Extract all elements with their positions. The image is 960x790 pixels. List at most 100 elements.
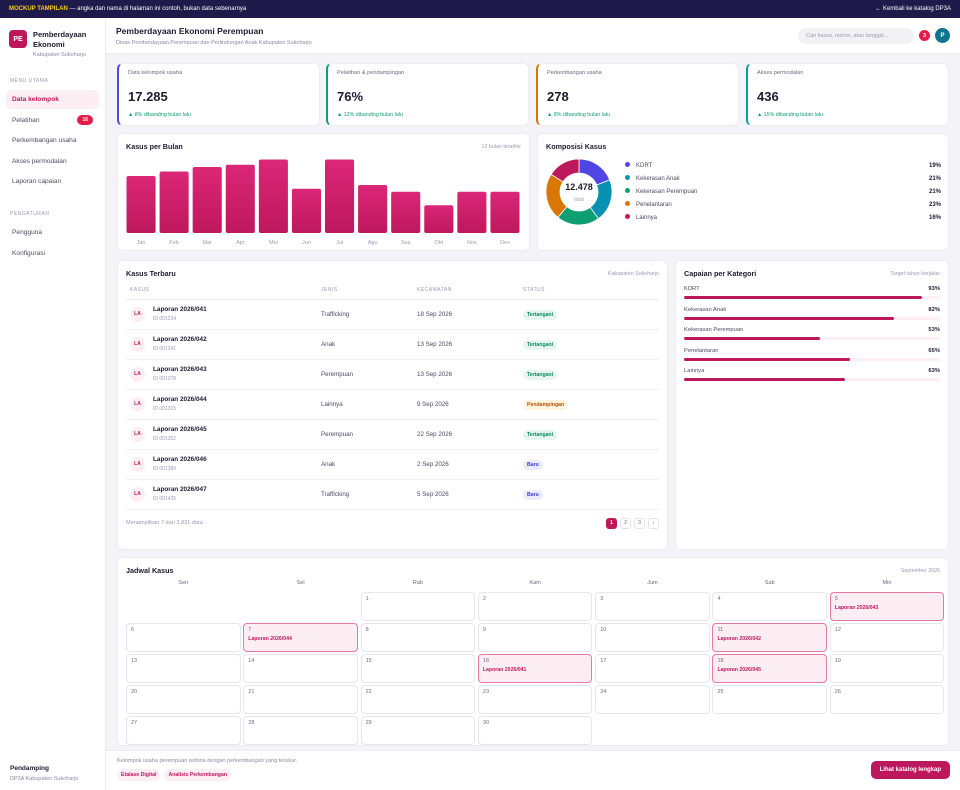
achievement-item: KDRT 93%: [684, 286, 940, 299]
calendar-day[interactable]: 13: [126, 654, 241, 683]
case-cell: LA Laporan 2026/042 ID 001241: [126, 329, 321, 360]
bar-feb: [159, 171, 189, 233]
calendar-day[interactable]: 3: [595, 592, 710, 621]
next-page-button[interactable]: ›: [648, 517, 659, 529]
back-to-catalog-link[interactable]: ← Kembali ke katalog DP3A: [875, 6, 951, 12]
calendar-day[interactable]: 14: [243, 654, 358, 683]
calendar-event[interactable]: Laporan 2026/044: [248, 636, 292, 642]
sidebar-item-perkembangan-usaha[interactable]: Perkembangan usaha: [6, 131, 99, 150]
sidebar-item-akses-permodalan[interactable]: Akses permodalan: [6, 152, 99, 171]
bar-apr: [225, 164, 255, 233]
calendar-event[interactable]: Laporan 2026/042: [717, 636, 762, 642]
chip-analisis-perkembangan[interactable]: Analisis Perkembangan: [164, 769, 231, 781]
day-number: 1: [365, 596, 369, 602]
progress-track: [684, 378, 940, 381]
calendar-day[interactable]: 7 Laporan 2026/044: [243, 623, 358, 652]
calendar-day[interactable]: 29: [360, 716, 476, 745]
calendar-day[interactable]: 4: [712, 592, 827, 621]
day-number: 2: [482, 596, 486, 602]
table-row[interactable]: LA Laporan 2026/047 ID 001426 Trafficking 5 …: [126, 479, 659, 510]
table-row[interactable]: LA Laporan 2026/041 ID 001234 Trafficking 18…: [126, 299, 659, 330]
calendar-event[interactable]: Laporan 2026/041: [482, 667, 527, 673]
notification-badge[interactable]: 3: [919, 30, 930, 41]
calendar-day[interactable]: 20: [126, 685, 241, 714]
calendar-day[interactable]: 18 Laporan 2026/045: [712, 654, 827, 683]
table-row[interactable]: LA Laporan 2026/045 ID 001352 Perempuan 22 S…: [126, 419, 659, 450]
avatar[interactable]: P: [935, 28, 950, 43]
calendar-day[interactable]: 28: [243, 716, 358, 745]
case-type: Perempuan: [321, 419, 417, 450]
case-cell: LA Laporan 2026/047 ID 001426: [126, 479, 321, 510]
case-cell: LA Laporan 2026/044 ID 001315: [126, 389, 321, 420]
page-title: Pemberdayaan Ekonomi Perempuan: [116, 25, 264, 36]
bar-sep: [391, 191, 421, 233]
table-row[interactable]: LA Laporan 2026/044 ID 001315 Lainnya 9 Sep …: [126, 389, 659, 420]
legend-dot-icon: [625, 162, 630, 167]
chip-etalase-digital[interactable]: Etalase Digital: [117, 769, 161, 781]
calendar-day[interactable]: 25: [712, 685, 827, 714]
weekday-label: Kam: [529, 580, 541, 586]
calendar-day[interactable]: 5 Laporan 2026/043: [829, 592, 945, 621]
sidebar-item-laporan-capaian[interactable]: Laporan capaian: [6, 172, 99, 191]
achievement-percent: 82%: [928, 306, 940, 313]
page-2-button[interactable]: 2: [620, 517, 631, 529]
legend-label: KDRT: [636, 163, 653, 169]
calendar-day[interactable]: 24: [595, 685, 710, 714]
search-input[interactable]: Cari kasus, nomor, atau tanggal...: [798, 27, 914, 44]
status-cell: Tertangani: [523, 419, 659, 450]
calendar-day[interactable]: 9: [477, 623, 593, 652]
schedule-card: Jadwal Kasus September 2026 Sen Sel Rab Kam…: [117, 557, 949, 746]
stat-value: 278: [547, 89, 569, 104]
calendar-day[interactable]: 6: [126, 623, 241, 652]
calendar-day[interactable]: 26: [829, 685, 945, 714]
stat-change: ▲ 12% dibanding bulan lalu: [337, 112, 403, 118]
day-number: 11: [717, 627, 724, 633]
monthly-chart-note: 12 bulan terakhir: [481, 143, 521, 150]
legend-item: Kekerasan Perempuan 21%: [625, 185, 941, 198]
page-subtitle: Dinas Pemberdayaan Perempuan dan Perlind…: [116, 39, 312, 46]
calendar-day[interactable]: 27: [126, 716, 241, 745]
calendar-day[interactable]: 8: [360, 623, 476, 652]
calendar-day[interactable]: 16 Laporan 2026/041: [477, 654, 593, 683]
calendar-day[interactable]: 11 Laporan 2026/042: [712, 623, 827, 652]
sidebar-item-pengguna[interactable]: Pengguna: [6, 223, 99, 242]
page-footer: Kelompok usaha perempuan terbina dengan …: [106, 750, 960, 790]
calendar-day[interactable]: 30: [477, 716, 593, 745]
view-catalog-button[interactable]: Lihat katalog lengkap: [870, 761, 950, 779]
page-1-button[interactable]: 1: [606, 517, 617, 529]
case-avatar-icon: LA: [130, 336, 145, 352]
table-row[interactable]: LA Laporan 2026/043 ID 001278 Perempuan 13 S…: [126, 359, 659, 390]
calendar-day[interactable]: 17: [595, 654, 710, 683]
composition-card: Komposisi Kasus 12.478 total KDRT 19% Kek…: [537, 133, 949, 251]
day-number: 22: [365, 689, 372, 695]
calendar-day[interactable]: 15: [360, 654, 476, 683]
calendar-day[interactable]: 21: [243, 685, 358, 714]
footer-text: Kelompok usaha perempuan terbina dengan …: [117, 758, 298, 764]
sidebar-item-konfigurasi[interactable]: Konfigurasi: [6, 244, 99, 263]
x-tick-label: Agu: [368, 240, 378, 246]
page-3-button[interactable]: 3: [634, 517, 645, 529]
calendar-day[interactable]: 1: [360, 592, 476, 621]
calendar-event[interactable]: Laporan 2026/045: [717, 667, 762, 673]
calendar-day[interactable]: 23: [477, 685, 593, 714]
status-badge: Tertangani: [523, 369, 558, 380]
calendar-day[interactable]: 10: [595, 623, 710, 652]
calendar-day[interactable]: 19: [829, 654, 945, 683]
stat-label: Akses permodalan: [757, 70, 804, 76]
case-title: Laporan 2026/043: [153, 366, 207, 373]
sidebar-item-data-kelompok[interactable]: Data kelompok: [6, 90, 99, 109]
table-row[interactable]: LA Laporan 2026/042 ID 001241 Anak 13 Sep 20…: [126, 329, 659, 360]
calendar-day[interactable]: 12: [829, 623, 945, 652]
sidebar-item-pelatihan[interactable]: Pelatihan 16: [6, 111, 99, 130]
table-row[interactable]: LA Laporan 2026/046 ID 001389 Anak 2 Sep 202…: [126, 449, 659, 480]
calendar-blank-cell: [243, 592, 358, 621]
case-title: Laporan 2026/044: [153, 396, 207, 403]
calendar-event[interactable]: Laporan 2026/043: [834, 605, 879, 611]
sidebar-item-label: Akses permodalan: [12, 157, 67, 165]
stat-card-perkembangan: Perkembangan usaha 278 ▲ 8% dibanding bu…: [536, 63, 739, 126]
calendar-day[interactable]: 2: [477, 592, 593, 621]
case-id: ID 001234: [153, 316, 177, 322]
calendar-day[interactable]: 22: [360, 685, 476, 714]
settings-section-title: PENGATURAN: [10, 211, 50, 217]
case-date: 13 Sep 2026: [417, 359, 523, 390]
